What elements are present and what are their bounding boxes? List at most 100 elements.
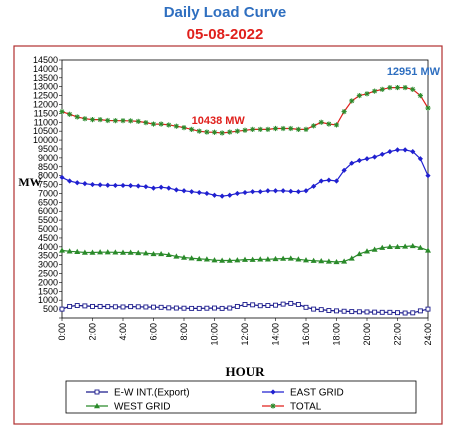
data-point [189,305,195,311]
data-point [105,304,111,310]
data-point [364,156,370,162]
data-point [59,174,65,181]
x-tick-label: 0:00 [57,323,67,341]
data-point [142,250,149,256]
data-point [295,126,301,132]
data-point [196,255,203,262]
annotation-label: 10438 MW [192,115,246,127]
data-point [272,255,279,262]
data-point [387,309,393,315]
data-point [318,119,324,125]
data-point [203,256,210,262]
data-point [326,121,332,127]
data-point [166,185,172,191]
y-tick-label: 2000 [38,277,58,287]
data-point [417,92,423,99]
data-point [394,147,401,153]
data-point [89,117,96,123]
data-point [425,306,431,312]
data-point [242,189,248,196]
data-point [196,189,202,196]
data-point [127,249,134,255]
data-point [249,256,256,262]
data-point [74,114,80,120]
y-axis-label: MW [18,175,41,189]
data-point [82,181,88,187]
y-tick-label: 3000 [38,260,58,270]
y-tick-label: 13500 [33,73,58,83]
data-point [67,178,73,184]
data-point [310,257,317,263]
data-point [112,304,118,310]
data-point [325,258,332,264]
data-point [356,92,362,99]
data-point [143,304,149,310]
data-point [173,253,180,259]
data-point [341,258,348,264]
data-point [387,84,393,91]
data-point [264,256,271,262]
data-point [257,126,263,132]
x-tick-label: 4:00 [118,323,128,341]
data-point [270,403,276,409]
data-point [112,182,118,189]
data-point [173,305,179,311]
data-point [234,128,240,134]
data-point [89,181,96,188]
data-point [196,305,202,311]
x-tick-label: 22:00 [393,323,403,346]
data-point [227,192,233,198]
data-point [326,177,332,183]
data-point [356,250,363,257]
data-point [166,122,172,128]
y-tick-label: 9500 [38,144,58,154]
data-point [288,125,294,132]
data-point [425,247,431,253]
legend-label: E-W INT.(Export) [114,388,190,399]
x-tick-label: 14:00 [271,323,281,346]
data-point [82,116,88,122]
data-point [364,91,370,97]
x-tick-label: 6:00 [149,323,159,341]
data-point [272,188,279,194]
data-point [295,189,301,195]
data-point [387,149,393,155]
data-point [334,308,339,314]
data-point [165,251,172,258]
x-tick-label: 16:00 [301,323,311,346]
y-tick-label: 14000 [33,64,58,74]
y-axis-ticks: 5001000150020002500300035004000450050005… [33,55,62,319]
data-point [104,249,111,255]
y-tick-label: 8500 [38,162,58,172]
data-point [409,242,416,249]
data-point [250,126,256,132]
data-point [204,129,210,135]
data-point [128,183,134,189]
annotation-layer: 10438 MW 12951 MW [192,66,441,127]
x-tick-label: 8:00 [179,323,189,341]
data-point [120,118,126,124]
data-point [189,189,195,195]
data-point [417,244,424,250]
data-point [287,255,294,261]
data-point [143,120,149,126]
data-point [120,249,126,255]
x-axis-ticks: 0:00 2:00 4:00 6:00 8:00 10:00 12:00 14:00 16:00… [57,318,433,346]
data-point [273,302,278,308]
data-point [265,188,271,194]
data-point [372,309,378,315]
chart-subtitle: 05-08-2022 [186,26,264,43]
data-point [188,255,195,261]
data-point [234,257,241,263]
data-point [150,250,157,257]
data-point [341,308,347,314]
y-tick-label: 8000 [38,171,58,181]
data-point [59,109,65,115]
data-point [234,303,240,309]
data-point [227,305,233,311]
data-point [158,184,164,190]
data-point [402,243,409,249]
data-point [158,250,165,257]
legend-label: EAST GRID [290,388,344,399]
data-point [181,305,187,311]
